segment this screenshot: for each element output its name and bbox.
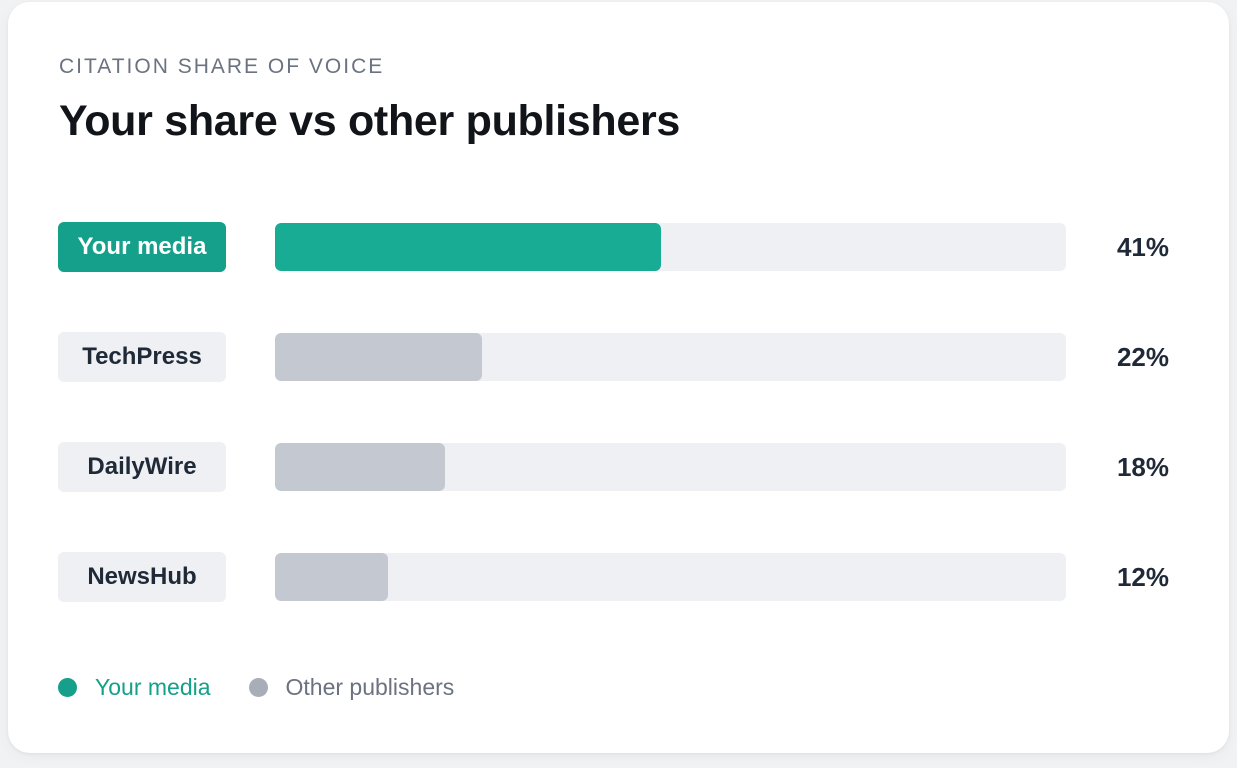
bar-track [275, 443, 1066, 491]
value-label: 18% [1116, 451, 1170, 482]
bar-track [275, 333, 1066, 381]
category-label: NewsHub [58, 552, 226, 602]
category-label: Your media [58, 222, 226, 272]
bar-fill [275, 223, 661, 271]
bar-row: TechPress 22% [8, 332, 1229, 382]
bar-row: Your media 41% [8, 222, 1229, 272]
bar-rows: Your media 41% TechPress 22% DailyWire 18% New… [8, 2, 1229, 753]
value-label: 41% [1116, 231, 1170, 262]
legend-item: Other publishers [248, 673, 455, 701]
share-of-voice-card: CITATION SHARE OF VOICE Your share vs ot… [8, 2, 1229, 753]
legend-item: Your media [58, 674, 211, 701]
value-label: 22% [1116, 341, 1170, 372]
legend-dot-icon [58, 677, 77, 697]
card-title: Your share vs other publishers [59, 97, 681, 145]
bar-fill [275, 553, 388, 601]
legend-label: Other publishers [285, 673, 455, 700]
category-label: DailyWire [58, 442, 226, 492]
bar-row: DailyWire 18% [8, 442, 1229, 492]
bar-track [275, 223, 1066, 271]
category-label: TechPress [58, 332, 226, 382]
legend-dot-icon [248, 677, 268, 697]
bar-row: NewsHub 12% [8, 552, 1229, 602]
bar-fill [275, 333, 482, 381]
legend-label: Your media [95, 673, 211, 700]
bar-track [275, 553, 1066, 601]
chart-legend: Your media Other publishers [58, 672, 492, 702]
bar-fill [275, 443, 445, 491]
value-label: 12% [1116, 561, 1170, 592]
card-eyebrow: CITATION SHARE OF VOICE [59, 55, 385, 78]
